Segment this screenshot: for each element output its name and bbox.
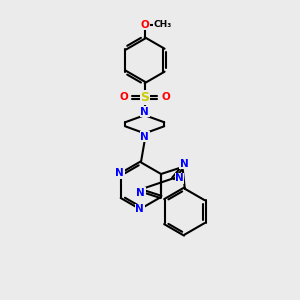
Text: N: N: [136, 188, 145, 198]
Text: N: N: [140, 106, 149, 117]
Text: S: S: [140, 91, 149, 104]
Text: CH₃: CH₃: [154, 20, 172, 29]
Text: N: N: [175, 173, 184, 183]
Text: N: N: [180, 159, 189, 169]
Text: O: O: [161, 92, 170, 102]
Text: N: N: [135, 204, 144, 214]
Text: N: N: [116, 168, 124, 178]
Text: N: N: [140, 132, 149, 142]
Text: O: O: [119, 92, 128, 102]
Text: O: O: [140, 20, 149, 30]
